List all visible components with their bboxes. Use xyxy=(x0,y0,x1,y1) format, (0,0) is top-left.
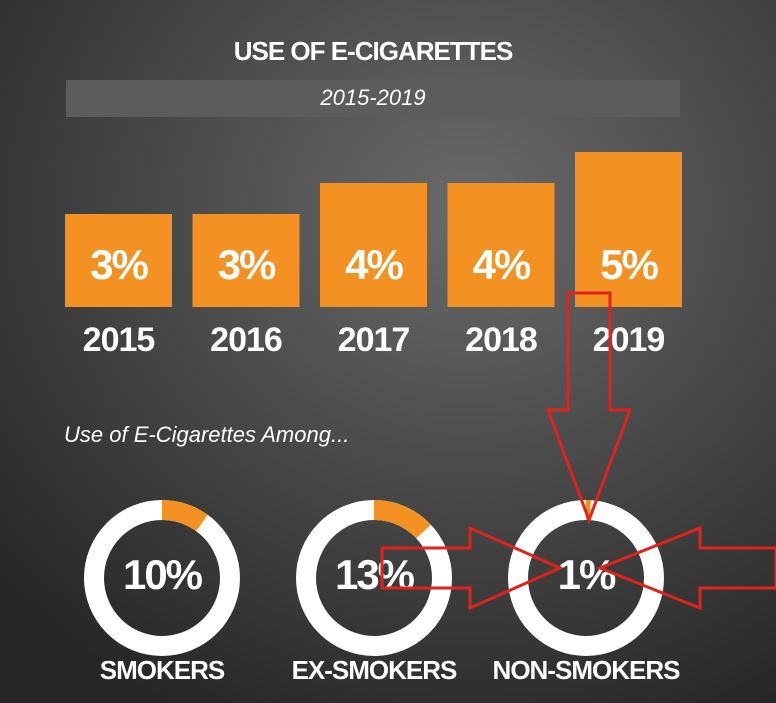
donut-category-label: SMOKERS xyxy=(100,655,225,685)
chart-title: USE OF E-CIGARETTES xyxy=(234,36,513,66)
x-tick-label: 2019 xyxy=(593,321,665,359)
arrow-left xyxy=(595,525,776,611)
donut-value-label: 10% xyxy=(123,551,203,598)
bar-value-label: 3% xyxy=(218,241,276,288)
arrow-down xyxy=(545,291,633,525)
x-tick-label: 2018 xyxy=(465,321,537,359)
chart-subtitle: 2015-2019 xyxy=(319,85,425,110)
bar xyxy=(575,152,682,307)
bar-value-label: 3% xyxy=(90,241,148,288)
annotation-arrows xyxy=(380,291,776,611)
bar xyxy=(320,183,427,307)
donut-category-label: NON-SMOKERS xyxy=(493,655,681,685)
x-tick-label: 2015 xyxy=(83,321,155,359)
bar-value-label: 5% xyxy=(600,241,658,288)
section-title: Use of E-Cigarettes Among... xyxy=(64,422,349,447)
donut-category-label: EX-SMOKERS xyxy=(292,655,457,685)
x-tick-label: 2017 xyxy=(338,321,410,359)
bar-value-label: 4% xyxy=(473,241,531,288)
bar xyxy=(192,214,300,307)
donut-segment xyxy=(373,500,431,539)
bar xyxy=(65,214,172,307)
x-tick-label: 2016 xyxy=(210,321,282,359)
donut-value-label: 13% xyxy=(335,551,415,598)
subtitle-band xyxy=(66,80,680,117)
donut-segment xyxy=(161,500,208,532)
arrow-right xyxy=(380,525,564,611)
bar-value-label: 4% xyxy=(345,241,403,288)
donut-value-label: 1% xyxy=(558,551,616,598)
bar xyxy=(447,183,555,307)
